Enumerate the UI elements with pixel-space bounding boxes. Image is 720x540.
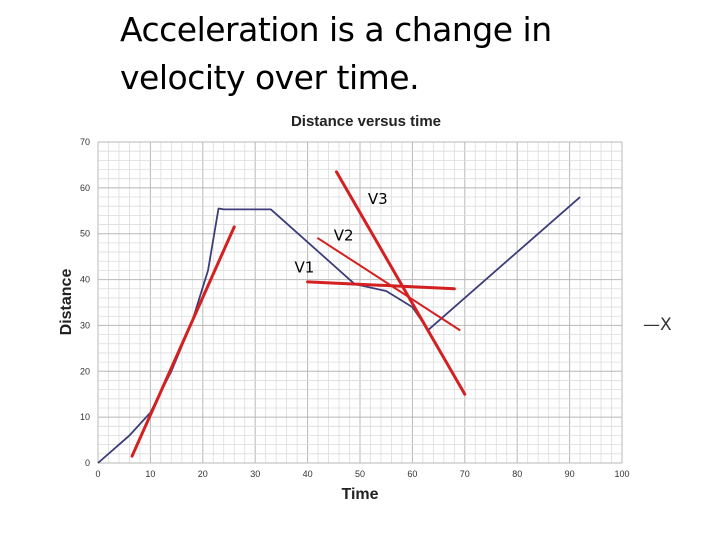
x-tick-label: 40: [303, 469, 313, 479]
distance-series-line: [427, 196, 581, 331]
y-tick-label: 30: [80, 320, 90, 330]
y-tick-label: 0: [85, 458, 90, 468]
annotation-v2: V2: [334, 227, 354, 245]
chart-ticks: 0 10 20 30 40 50 60 70 80 90 100 0 10 20 30 40 50 60 70: [80, 137, 630, 479]
tangent-line-v2: [317, 237, 461, 332]
tangent-lines: [130, 170, 467, 458]
x-tick-label: 90: [565, 469, 575, 479]
heading-line-1: Acceleration is a change in: [120, 10, 552, 49]
tangent-line-v1: [130, 225, 236, 458]
heading-line-2: velocity over time.: [120, 58, 420, 97]
slide-heading: Acceleration is a change in velocity ove…: [120, 6, 680, 102]
x-tick-label: 10: [145, 469, 155, 479]
x-tick-label: 0: [95, 469, 100, 479]
x-tick-label: 70: [460, 469, 470, 479]
x-tick-label: 30: [250, 469, 260, 479]
x-tick-label: 20: [198, 469, 208, 479]
annotation-v3: V3: [368, 190, 388, 208]
chart-annotations: V3 V2 V1: [295, 190, 388, 277]
x-axis-label: Time: [341, 486, 378, 503]
x-tick-label: 100: [614, 469, 629, 479]
chart-grid: [97, 141, 623, 464]
tangent-line-v3: [334, 170, 467, 396]
y-tick-label: 40: [80, 275, 90, 285]
chart-title: Distance versus time: [291, 113, 441, 130]
y-tick-label: 70: [80, 137, 90, 147]
y-tick-label: 50: [80, 229, 90, 239]
x-tick-label: 60: [407, 469, 417, 479]
y-tick-label: 20: [80, 366, 90, 376]
annotation-v1: V1: [295, 259, 315, 277]
x-tick-label: 50: [355, 469, 365, 479]
y-tick-label: 60: [80, 183, 90, 193]
side-legend-label: —X: [643, 315, 672, 335]
x-tick-label: 80: [512, 469, 522, 479]
tangent-line-flat: [306, 280, 456, 291]
y-axis-label: Distance: [58, 269, 75, 336]
y-tick-label: 10: [80, 412, 90, 422]
